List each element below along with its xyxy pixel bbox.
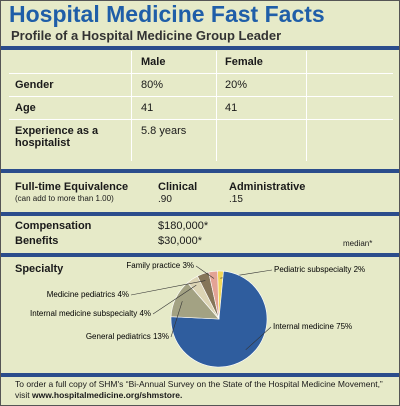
pie-chart: Pediatric subspecialty 2% Internal medici… — [30, 261, 365, 368]
slice-name: Internal medicine — [273, 322, 334, 331]
comp-value: $30,000* — [158, 235, 203, 247]
slice-value: 4% — [117, 290, 129, 299]
cell: 41 — [141, 102, 154, 114]
col-line — [131, 51, 132, 161]
leader-line — [130, 280, 206, 296]
slice-value: 13% — [153, 332, 169, 341]
fte-heading: Administrative — [229, 181, 306, 193]
row-line — [9, 119, 393, 120]
specialty-title: Specialty — [15, 263, 64, 275]
pie-slice — [208, 270, 220, 320]
column-header: Male — [141, 56, 166, 68]
slice-value: 75% — [336, 322, 352, 331]
divider — [1, 212, 399, 216]
row-header: Experience as a hospitalist — [15, 125, 99, 149]
divider — [1, 253, 399, 257]
leader-line — [152, 284, 197, 315]
fte-heading: Clinical — [158, 181, 198, 193]
col-line — [306, 51, 307, 161]
footer-text: To order a full copy of SHM's “Bi-Annual… — [15, 379, 383, 400]
row-line — [9, 73, 393, 74]
footer: To order a full copy of SHM's “Bi-Annual… — [15, 379, 391, 401]
comp-note: median* — [343, 239, 373, 248]
slice-name: Internal medicine subspecialty — [30, 309, 137, 318]
slice-value: 4% — [139, 309, 151, 318]
fte-value: .90 — [158, 194, 172, 205]
slice-value: 3% — [182, 261, 194, 270]
comp-label: Benefits — [15, 235, 59, 247]
comp-label: Compensation — [15, 220, 92, 232]
slice-label: Internal medicine 75% — [273, 322, 352, 331]
cell: 5.8 years — [141, 125, 187, 137]
slice-name: Family practice — [126, 261, 180, 270]
divider — [1, 373, 399, 377]
row-line — [9, 96, 393, 97]
slice-label: Internal medicine subspecialty 4% — [30, 309, 151, 318]
leader-line — [170, 301, 183, 338]
column-header: Female — [225, 56, 263, 68]
slice-label: Pediatric subspecialty 2% — [274, 265, 365, 274]
slice-name: Pediatric subspecialty — [274, 265, 351, 274]
fte-label: Full-time Equivalence — [15, 181, 129, 193]
slice-label: General pediatrics 13% — [86, 332, 169, 341]
subtitle: Profile of a Hospital Medicine Group Lea… — [11, 28, 282, 43]
slice-label: Medicine pediatrics 4% — [47, 290, 129, 299]
divider — [1, 46, 399, 50]
footer-link: www.hospitalmedicine.org/shmstore. — [32, 390, 183, 400]
slice-name: Medicine pediatrics — [47, 290, 115, 299]
fte-value: .15 — [229, 194, 243, 205]
leader-line — [195, 265, 215, 279]
slice-value: 2% — [354, 265, 366, 274]
row-header: Age — [15, 102, 36, 114]
col-line — [216, 51, 217, 161]
cell: 20% — [225, 79, 248, 91]
leader-line — [245, 326, 272, 351]
fte-note: (can add to more than 1.00) — [15, 194, 114, 203]
divider — [1, 169, 399, 173]
comp-value: $180,000* — [158, 220, 209, 232]
title: Hospital Medicine Fast Facts — [9, 1, 325, 27]
slice-name: General pediatrics — [86, 332, 151, 341]
cell: 80% — [141, 79, 164, 91]
row-header: Gender — [15, 79, 54, 91]
cell: 41 — [225, 102, 238, 114]
slice-label: Family practice 3% — [126, 261, 194, 270]
